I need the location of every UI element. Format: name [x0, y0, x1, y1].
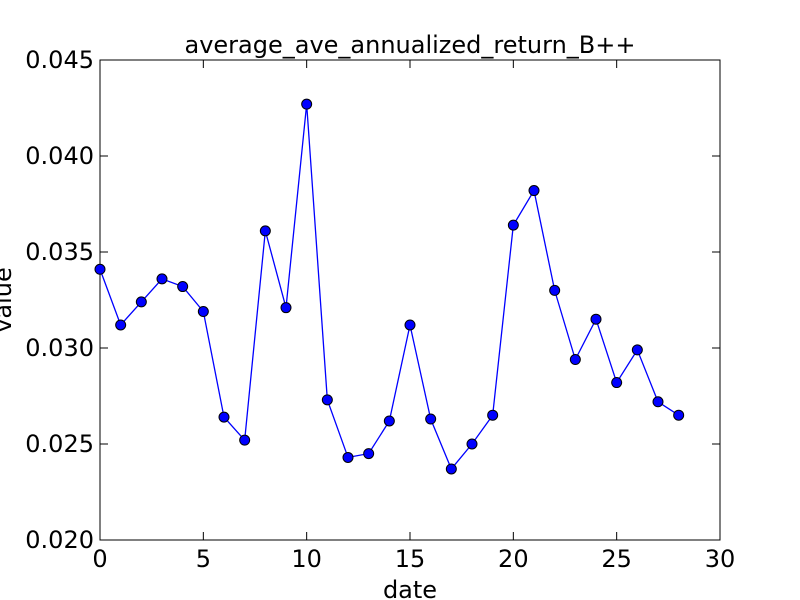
data-point — [363, 448, 375, 460]
data-point — [404, 319, 416, 331]
data-point — [611, 377, 623, 389]
data-point — [218, 411, 230, 423]
data-point — [177, 281, 189, 293]
x-axis-label: date — [383, 576, 437, 600]
data-point — [466, 438, 478, 450]
data-point — [94, 263, 106, 275]
data-point — [383, 415, 395, 427]
y-axis-label: value — [0, 267, 17, 333]
series-layer — [94, 98, 685, 475]
x-tick-label: 20 — [498, 545, 529, 573]
y-tick-label: 0.035 — [25, 238, 94, 266]
data-point — [569, 354, 581, 366]
data-point — [425, 413, 437, 425]
chart-title: average_ave_annualized_return_B++ — [185, 31, 636, 59]
data-point — [280, 302, 292, 314]
y-tick-label: 0.030 — [25, 334, 94, 362]
data-point — [631, 344, 643, 356]
x-tick-label: 30 — [705, 545, 736, 573]
data-point — [239, 434, 251, 446]
data-point — [156, 273, 168, 285]
x-tick-label: 5 — [196, 545, 211, 573]
data-point — [342, 451, 354, 463]
plot-frame — [99, 59, 721, 541]
data-point — [652, 396, 664, 408]
x-tick-label: 0 — [92, 545, 107, 573]
x-tick-label: 25 — [601, 545, 632, 573]
data-point — [259, 225, 271, 237]
y-tick-label: 0.040 — [25, 142, 94, 170]
data-point — [115, 319, 127, 331]
data-point — [445, 463, 457, 475]
y-tick-label: 0.045 — [25, 46, 94, 74]
y-axis: 0.020 0.025 0.030 0.035 0.040 0.045 — [25, 46, 720, 554]
x-tick-label: 15 — [395, 545, 426, 573]
data-point — [507, 219, 519, 231]
data-point — [487, 409, 499, 421]
y-tick-label: 0.025 — [25, 430, 94, 458]
x-tick-label: 10 — [291, 545, 322, 573]
x-axis: 0 5 10 15 20 25 30 — [92, 60, 735, 573]
data-point — [301, 98, 313, 110]
data-point — [528, 185, 540, 197]
data-point — [135, 296, 147, 308]
data-point — [321, 394, 333, 406]
data-point — [590, 313, 602, 325]
y-tick-label: 0.020 — [25, 526, 94, 554]
data-point — [673, 409, 685, 421]
data-point — [197, 306, 209, 318]
data-point — [549, 284, 561, 296]
